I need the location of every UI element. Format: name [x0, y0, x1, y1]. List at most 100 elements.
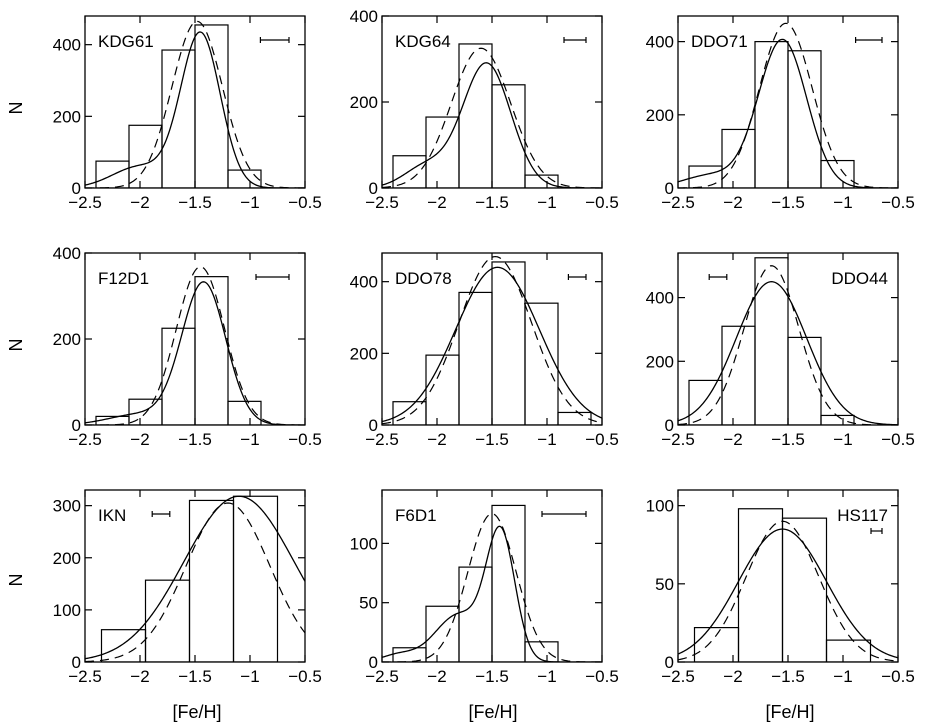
- x-tick-label: −2.5: [661, 667, 695, 686]
- y-tick-label: 200: [53, 549, 81, 568]
- hist-bar: [227, 400, 262, 425]
- x-axis-label-col-3: [Fe/H]: [765, 702, 814, 722]
- y-tick-label: 300: [53, 497, 81, 516]
- x-tick-label: −1.5: [771, 430, 805, 449]
- y-tick-label: 200: [53, 107, 81, 126]
- x-tick-label: −2.5: [365, 430, 399, 449]
- hist-bar: [754, 257, 789, 425]
- panel-kdg61: −2.5 −2 −1.5 −1 −0.5 0 200 400 KDG61: [53, 15, 322, 212]
- y-tick-label: 0: [369, 416, 378, 435]
- hist-bar: [194, 276, 229, 425]
- x-axis-label-col-1: [Fe/H]: [172, 702, 221, 722]
- solid-curve: [678, 38, 898, 188]
- panel-label: KDG64: [395, 32, 451, 51]
- x-tick-label: −1.5: [475, 430, 509, 449]
- y-tick-label: 400: [350, 273, 378, 292]
- y-tick-label: 400: [53, 244, 81, 263]
- panel-label: IKN: [98, 506, 126, 525]
- x-tick-label: −1: [833, 193, 852, 212]
- hist-bar: [820, 414, 855, 425]
- x-tick-label: −2.5: [661, 193, 695, 212]
- x-tick-label: −1.5: [475, 667, 509, 686]
- y-axis-label-row-1: N: [6, 102, 26, 115]
- x-tick-label: −0.5: [585, 193, 619, 212]
- panel-hs117: −2.5 −2 −1.5 −1 −0.5 0 50 100 HS117: [646, 489, 915, 686]
- hist-bar: [232, 495, 279, 662]
- x-tick-label: −0.5: [881, 193, 915, 212]
- y-tick-label: 50: [359, 594, 378, 613]
- error-bar: [255, 274, 290, 280]
- y-tick-label: 0: [369, 179, 378, 198]
- x-tick-label: −0.5: [288, 193, 322, 212]
- hist-bar: [557, 411, 592, 425]
- error-bar: [151, 511, 171, 517]
- x-tick-label: −0.5: [585, 430, 619, 449]
- panel-label: DDO78: [395, 269, 452, 288]
- hist-bar: [737, 508, 784, 662]
- y-axis-label-row-2: N: [6, 339, 26, 352]
- panel-f6d1: −2.5 −2 −1.5 −1 −0.5 0 50 100 F6D1: [350, 489, 619, 686]
- hist-bar: [754, 41, 789, 188]
- y-tick-label: 0: [665, 653, 674, 672]
- x-tick-label: −2.5: [68, 430, 102, 449]
- x-tick-label: −1: [537, 430, 556, 449]
- panel-kdg64: −2.5 −2 −1.5 −1 −0.5 0 200 400 KDG64: [350, 7, 619, 212]
- y-tick-label: 0: [369, 653, 378, 672]
- y-tick-label: 200: [350, 93, 378, 112]
- y-axis-label-row-3: N: [6, 574, 26, 587]
- x-tick-label: −2: [130, 667, 149, 686]
- x-tick-label: −1: [833, 667, 852, 686]
- hist-bar: [458, 566, 493, 662]
- hist-bar: [392, 155, 427, 188]
- x-tick-label: −1: [537, 667, 556, 686]
- x-tick-label: −1: [240, 667, 259, 686]
- x-tick-label: −0.5: [288, 667, 322, 686]
- x-tick-label: −2.5: [365, 193, 399, 212]
- hist-bar: [787, 50, 822, 188]
- hist-bar: [781, 517, 828, 662]
- hist-bar: [491, 261, 526, 425]
- error-bar: [854, 37, 883, 43]
- x-tick-label: −2: [427, 430, 446, 449]
- x-tick-label: −1.5: [178, 667, 212, 686]
- x-tick-label: −2.5: [661, 430, 695, 449]
- x-tick-label: −1: [537, 193, 556, 212]
- hist-bar: [161, 327, 196, 425]
- x-tick-label: −0.5: [585, 667, 619, 686]
- dashed-curve: [382, 47, 602, 188]
- error-bar: [870, 528, 883, 534]
- x-tick-label: −1: [240, 193, 259, 212]
- solid-curve: [382, 266, 602, 423]
- y-tick-label: 100: [350, 534, 378, 553]
- solid-curve: [85, 281, 305, 425]
- dashed-curve: [678, 520, 898, 662]
- x-tick-label: −1.5: [771, 193, 805, 212]
- panel-ddo78: −2.5 −2 −1.5 −1 −0.5 0 200 400 DDO78: [350, 252, 619, 449]
- x-tick-label: −1: [240, 430, 259, 449]
- x-tick-label: −2: [130, 193, 149, 212]
- x-tick-label: −1.5: [178, 193, 212, 212]
- dashed-curve: [382, 513, 602, 662]
- x-tick-label: −2.5: [365, 667, 399, 686]
- panel-label: KDG61: [98, 32, 154, 51]
- x-tick-label: −2: [723, 430, 742, 449]
- hist-bar: [188, 499, 235, 662]
- solid-curve: [678, 281, 898, 425]
- dashed-curve: [85, 20, 305, 188]
- x-tick-label: −1.5: [178, 430, 212, 449]
- error-bar: [259, 37, 290, 43]
- panel-label: F12D1: [98, 269, 149, 288]
- solid-curve: [678, 528, 898, 659]
- panel-f12d1: −2.5 −2 −1.5 −1 −0.5 0 200 400 F12D1: [53, 244, 322, 449]
- x-tick-label: −0.5: [881, 667, 915, 686]
- panel-label: F6D1: [395, 506, 437, 525]
- y-tick-label: 0: [72, 653, 81, 672]
- hist-bar: [820, 159, 855, 188]
- dashed-curve: [85, 502, 305, 662]
- hist-bar: [693, 626, 740, 662]
- hist-bar: [524, 302, 559, 425]
- y-tick-label: 0: [665, 179, 674, 198]
- hist-bar: [458, 43, 493, 188]
- dashed-curve: [678, 22, 898, 188]
